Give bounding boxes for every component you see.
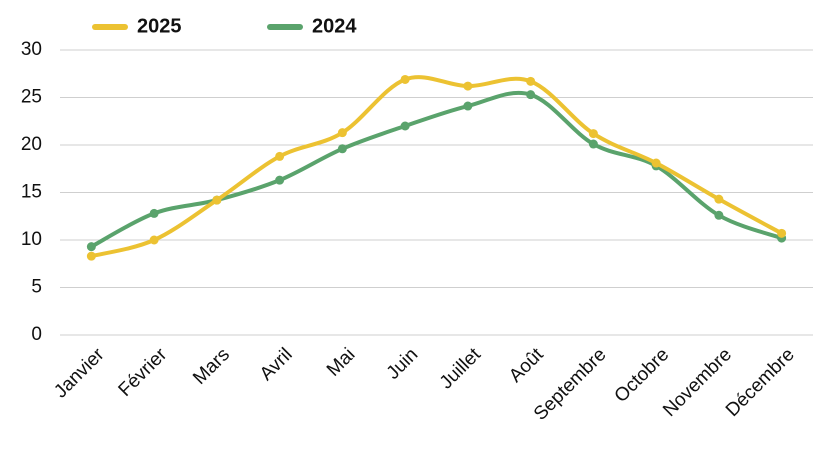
x-tick-label: Décembre [722,344,799,421]
y-tick-label: 0 [31,324,42,345]
data-point [275,151,285,161]
data-point [588,129,598,139]
x-tick-label: Février [115,344,172,401]
legend: 2025 2024 [92,15,357,37]
data-point [463,101,473,111]
data-point [714,194,724,204]
data-point [400,74,410,84]
data-point [337,128,347,138]
y-tick-label: 10 [21,229,42,250]
x-tick-label: Mars [189,344,234,389]
data-point [212,195,222,205]
x-tick-label: Octobre [611,344,674,407]
x-tick-label: Avril [256,344,297,385]
x-tick-label: Janvier [50,344,109,403]
data-point [588,139,598,149]
x-tick-label: Juillet [436,344,486,394]
data-point [86,251,96,261]
x-tick-label: Août [505,344,548,387]
data-point [275,175,285,185]
series-line [89,90,784,249]
data-point [714,210,724,220]
x-tick-label: Mai [323,344,360,381]
data-point [400,121,410,131]
data-point [526,90,536,100]
data-point [149,208,159,218]
legend-label: 2024 [312,15,357,37]
data-point [651,158,661,168]
y-tick-label: 5 [31,277,42,298]
y-tick-label: 25 [21,87,42,108]
data-point [463,81,473,91]
y-tick-label: 15 [21,182,42,203]
y-tick-label: 30 [21,39,42,60]
data-point [777,228,787,238]
x-tick-label: Juin [383,344,422,383]
data-point [526,76,536,86]
data-point [86,242,96,252]
y-tick-label: 20 [21,134,42,155]
data-point [337,144,347,154]
data-point [149,235,159,245]
series-line [89,75,784,259]
legend-label: 2025 [137,15,182,37]
